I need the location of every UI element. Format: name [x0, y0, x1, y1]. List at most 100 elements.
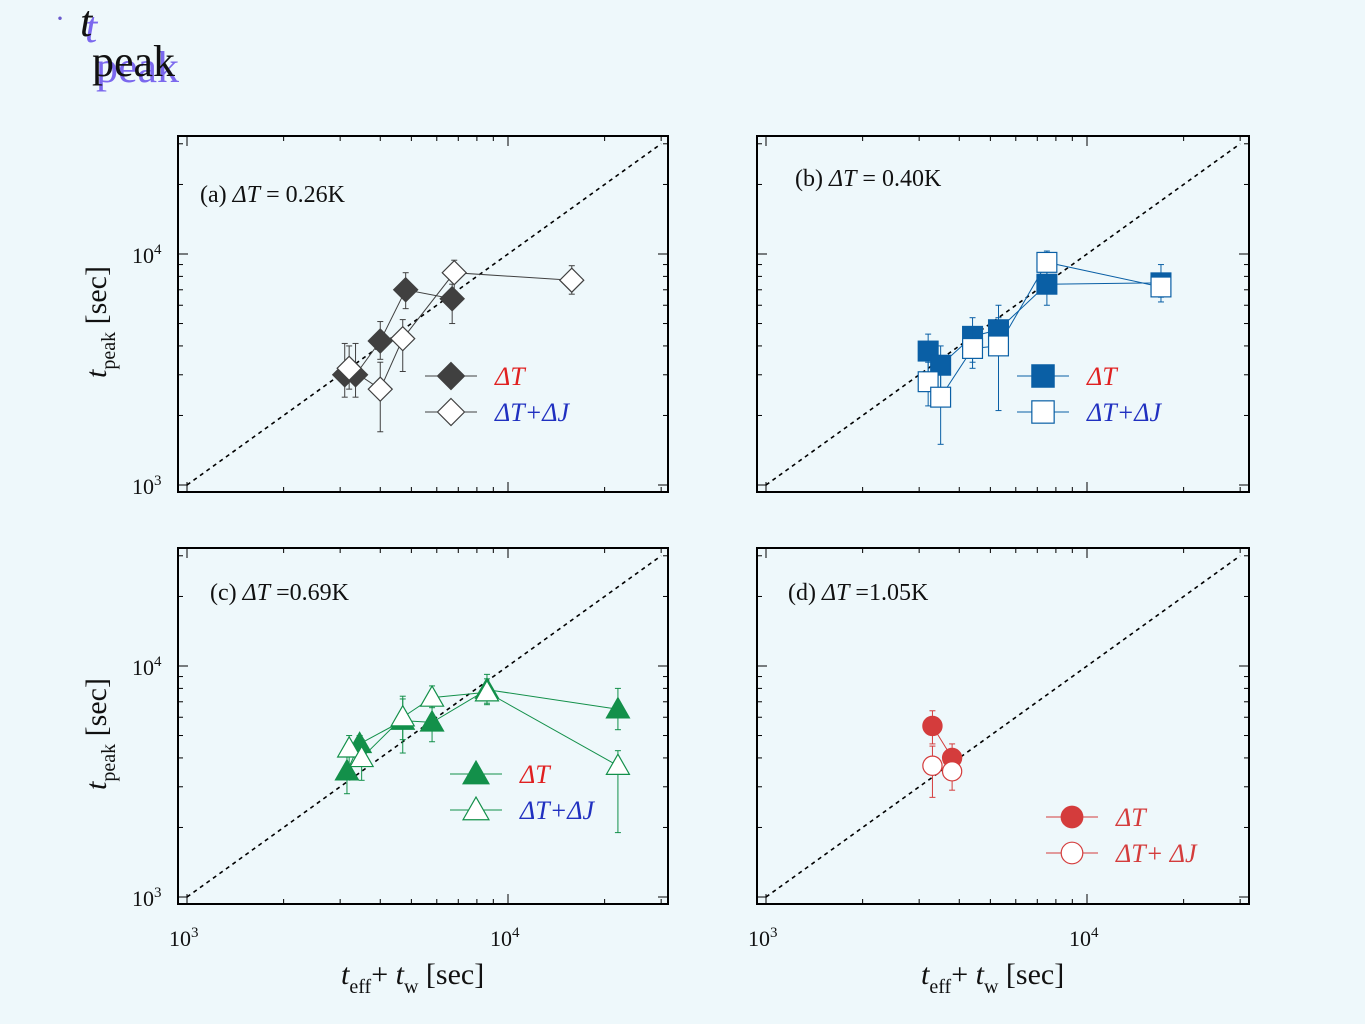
y-label-t: t [80, 369, 113, 378]
data-point [349, 745, 375, 768]
legend-label: ΔT [1115, 803, 1147, 832]
panel-label-prefix: (c) [210, 580, 243, 606]
data-point [1036, 273, 1058, 295]
panel-label: (a) ΔT = 0.26K [200, 182, 346, 208]
y-tick-label: 103 [132, 885, 162, 911]
data-point [474, 679, 500, 702]
panel-label-prefix: (b) [795, 166, 829, 192]
series-delta-t-delta-j [917, 250, 1172, 445]
data-point [392, 276, 419, 303]
title-subscript: peak [92, 37, 176, 86]
data-point [334, 758, 360, 781]
plot-frame [177, 135, 669, 493]
panel-label-value: = 0.26K [260, 182, 346, 208]
legend-entry: ΔT [1046, 803, 1147, 832]
x-label-unit: [sec] [998, 958, 1064, 991]
tick-base: 10 [1069, 926, 1091, 951]
data-point [1150, 276, 1172, 298]
x-label-tw: t [396, 958, 405, 991]
diagonal-line [186, 143, 662, 486]
tick-base: 10 [490, 926, 512, 951]
legend-label: ΔT [519, 760, 551, 789]
y-label-peak: peak [98, 744, 120, 782]
tick-base: 10 [132, 243, 154, 268]
data-point [367, 328, 394, 354]
tick-exponent: 4 [154, 654, 162, 670]
y-axis-label: tpeak [sec] [80, 266, 120, 378]
data-point [441, 259, 468, 286]
slide-title: · t t peak peak [0, 0, 400, 110]
x-label-t: t [921, 958, 930, 991]
data-point [922, 755, 943, 776]
y-tick-label: 104 [132, 242, 162, 268]
data-point [336, 735, 362, 758]
tick-exponent: 4 [1091, 925, 1099, 941]
x-label-w: w [404, 976, 419, 998]
data-point [1031, 400, 1055, 424]
data-point [605, 753, 631, 775]
tick-base: 10 [132, 655, 154, 680]
panel-label: (d) ΔT =1.05K [788, 580, 929, 606]
y-axis-label: tpeak [sec] [80, 678, 120, 790]
title-symbol-shadow: t [85, 3, 98, 52]
legend-entry: ΔT [1017, 362, 1118, 391]
legend-entry: ΔT [450, 759, 551, 789]
series-line [346, 689, 618, 772]
legend-entry: ΔT [425, 361, 526, 391]
legend-entry: ΔT+ΔJ [450, 795, 596, 825]
data-point [462, 759, 490, 785]
data-point [605, 696, 631, 719]
panel-label-math: ΔT [821, 580, 851, 606]
data-point [1060, 805, 1084, 829]
plot-frame [756, 547, 1250, 905]
legend-label: ΔT+ΔJ [1086, 398, 1163, 427]
legend-label: ΔT [494, 362, 526, 391]
y-label-t: t [80, 781, 113, 790]
data-point [930, 386, 952, 408]
panel-label-prefix: (a) [200, 182, 233, 208]
data-point [419, 684, 445, 707]
legend-label: ΔT+ΔJ [494, 398, 571, 427]
series-delta-t-delta-j [336, 259, 585, 433]
legend-entry: ΔT+ ΔJ [1046, 839, 1198, 868]
series-delta-t-delta-j [336, 678, 631, 834]
y-label-unit: [sec] [80, 678, 113, 744]
data-point [558, 267, 585, 294]
data-point [390, 704, 416, 727]
x-tick-label: 103 [748, 925, 778, 951]
data-point [439, 285, 466, 312]
panel-label-value: =1.05K [849, 580, 929, 606]
panel-label: (b) ΔT = 0.40K [795, 166, 942, 192]
panel-label-math: ΔT [242, 580, 272, 606]
tick-exponent: 3 [154, 885, 162, 901]
data-point [436, 397, 466, 427]
legend-entry: ΔT+ΔJ [1017, 398, 1163, 427]
tick-exponent: 4 [154, 242, 162, 258]
data-point [436, 361, 466, 391]
data-point [922, 715, 943, 737]
panel-label-prefix: (d) [788, 580, 822, 606]
data-point [1036, 251, 1058, 273]
panel-label-math: ΔT [828, 166, 858, 192]
series-delta-t-delta-j [922, 745, 963, 798]
legend-label: ΔT [1086, 362, 1118, 391]
title-subscript-shadow: peak [96, 43, 180, 92]
x-label-eff: eff [929, 976, 951, 998]
data-point [1031, 364, 1055, 388]
x-label-t: t [341, 958, 350, 991]
tick-exponent: 3 [191, 925, 199, 941]
panel-label: (c) ΔT =0.69K [210, 580, 350, 606]
diagonal-line [765, 143, 1241, 486]
panel-label-value: =0.69K [270, 580, 350, 606]
x-tick-label: 103 [169, 925, 199, 951]
title-symbol: t [80, 0, 93, 46]
data-point [419, 709, 445, 732]
legend-label: ΔT+ΔJ [519, 796, 596, 825]
bullet-icon: · [55, 2, 65, 35]
legend-entry: ΔT+ΔJ [425, 397, 571, 427]
tick-exponent: 3 [770, 925, 778, 941]
